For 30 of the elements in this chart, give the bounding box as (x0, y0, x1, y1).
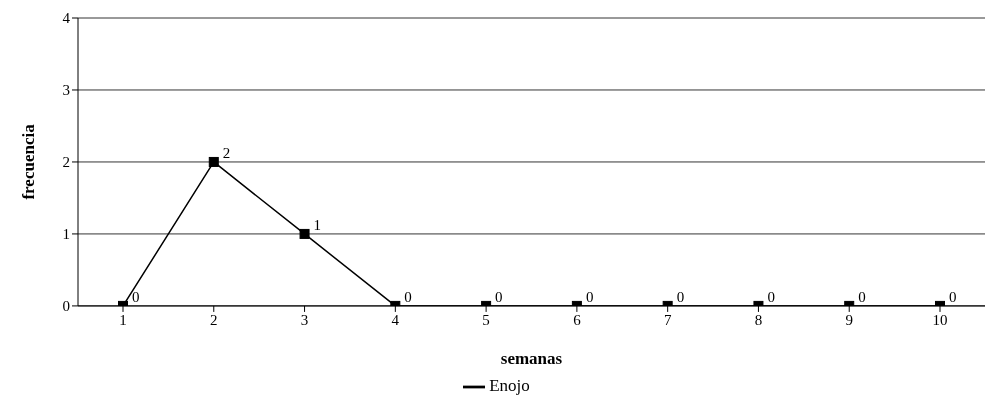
point (299, 228, 310, 239)
x-tick-label: 1 (119, 311, 127, 328)
data-label: 0 (132, 288, 140, 305)
data-label: 0 (949, 288, 957, 305)
x-tick-label: 3 (300, 311, 309, 328)
x-tick-label: 6 (573, 311, 582, 328)
y-axis-title: frecuencia (19, 123, 39, 200)
data-label: 0 (404, 288, 412, 305)
x-tick-label: 5 (482, 311, 490, 328)
y-tick-label: 3 (62, 82, 70, 99)
x-tick-label: 7 (663, 311, 672, 328)
x-tick-label: 8 (754, 311, 763, 328)
y-tick-label: 1 (62, 226, 70, 243)
y-tick-label: 4 (62, 10, 71, 27)
x-tick-label: 4 (391, 311, 400, 328)
data-label: 2 (222, 144, 231, 161)
legend-label: Enojo (489, 375, 530, 395)
x-tick-label: 10 (932, 311, 948, 328)
data-label: 0 (858, 288, 866, 305)
x-tick-label: 2 (210, 311, 218, 328)
data-label: 0 (585, 288, 594, 305)
x-tick-label: 9 (845, 311, 853, 328)
x-axis-title: semanas (500, 348, 563, 368)
y-tick-label: 0 (62, 298, 70, 315)
y-tick-label: 2 (62, 154, 70, 171)
data-label: 0 (767, 288, 775, 305)
data-label: 0 (495, 288, 503, 305)
point (208, 156, 219, 167)
data-label: 0 (676, 288, 685, 305)
data-label: 1 (313, 216, 322, 233)
